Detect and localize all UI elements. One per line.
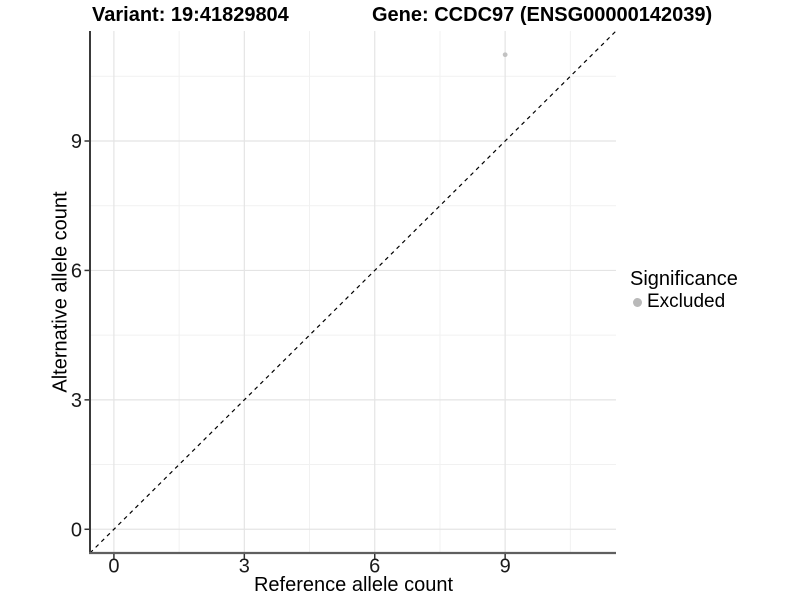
legend-title: Significance xyxy=(630,268,738,290)
y-tick-label: 3 xyxy=(71,390,82,412)
data-point xyxy=(502,52,508,58)
y-axis-label: Alternative allele count xyxy=(49,191,72,393)
y-tick-label: 9 xyxy=(71,131,82,153)
legend-marker-circle-icon xyxy=(633,297,642,307)
y-tick-label: 0 xyxy=(71,519,82,541)
legend: Significance Excluded xyxy=(630,268,738,313)
identity-line xyxy=(89,30,617,554)
x-tick-label: 9 xyxy=(500,556,511,578)
plot-title-variant: Variant: 19:41829804 xyxy=(92,4,289,26)
x-tick-label: 6 xyxy=(369,556,380,578)
legend-item-excluded: Excluded xyxy=(630,291,738,313)
x-tick-label: 3 xyxy=(239,556,250,578)
x-tick-label: 0 xyxy=(108,556,119,578)
legend-item-label: Excluded xyxy=(647,291,726,312)
plot-title-gene: Gene: CCDC97 (ENSG00000142039) xyxy=(372,4,713,26)
y-tick-label: 6 xyxy=(71,260,82,282)
x-axis-label: Reference allele count xyxy=(253,574,453,596)
